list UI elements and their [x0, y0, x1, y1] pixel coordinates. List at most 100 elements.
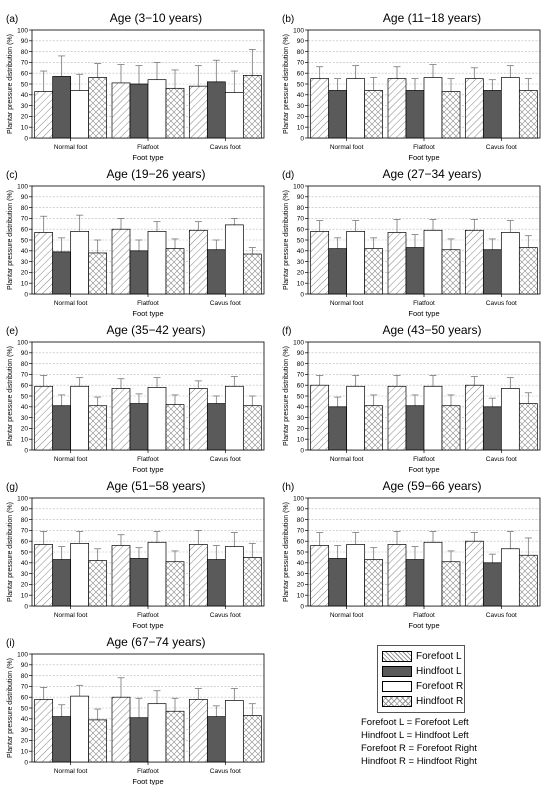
y-tick-label: 60 — [21, 227, 29, 234]
bar-hindfoot-l-normal-foot — [52, 251, 72, 295]
y-tick-label: 30 — [21, 727, 29, 734]
bar-hindfoot-r-flatfoot — [441, 405, 461, 451]
bar-hindfoot-l-cavus-foot — [206, 403, 226, 451]
bar-forefoot-r-normal-foot — [346, 78, 366, 139]
bar-forefoot-l-cavus-foot — [188, 85, 208, 139]
x-axis-label: Foot type — [408, 621, 439, 630]
bar-forefoot-l-normal-foot — [310, 78, 330, 139]
y-tick-label: 10 — [21, 593, 29, 600]
bar-forefoot-r-flatfoot — [147, 231, 167, 295]
y-tick-label: 30 — [21, 259, 29, 266]
panel-label: (h) — [282, 482, 294, 493]
y-axis-label: Plantar pressure distribution (%) — [7, 658, 14, 758]
y-tick-label: 10 — [21, 437, 29, 444]
legend: Forefoot L Hindfoot L Forefoot R Hindfoo… — [377, 645, 465, 713]
bar-forefoot-r-normal-foot — [70, 543, 90, 607]
bar-forefoot-l-flatfoot — [387, 78, 407, 139]
x-tick-label-flatfoot: Flatfoot — [413, 456, 435, 463]
chart-panel: (b) Age (11−18 years) 0 10 20 30 40 50 60 70 80 90 1… — [282, 11, 541, 162]
y-tick-label: 50 — [297, 237, 305, 244]
bar-forefoot-r-flatfoot — [423, 77, 443, 139]
chart-panel: (a) Age (3−10 years) 0 10 20 30 40 50 60 70 80 90 10… — [6, 11, 265, 162]
bar-forefoot-r-normal-foot — [70, 90, 90, 139]
y-tick-label: 70 — [297, 60, 305, 67]
y-tick-label: 20 — [297, 270, 305, 277]
y-tick-label: 100 — [293, 183, 304, 190]
chart-title: Age (27−34 years) — [382, 167, 481, 181]
y-tick-label: 20 — [21, 738, 29, 745]
bar-hindfoot-l-normal-foot — [328, 406, 348, 451]
y-tick-label: 50 — [297, 549, 305, 556]
y-tick-label: 70 — [21, 216, 29, 223]
bar-forefoot-r-cavus-foot — [224, 224, 244, 295]
x-tick-label-normal-foot: Normal foot — [54, 768, 88, 775]
chart-panel: (h) Age (59−66 years) 0 10 20 30 40 50 60 70 80 90 1… — [282, 479, 541, 630]
bar-hindfoot-r-normal-foot — [88, 252, 108, 295]
legend-label: Forefoot R — [416, 681, 464, 692]
y-tick-label: 100 — [293, 495, 304, 502]
bar-hindfoot-l-cavus-foot — [206, 559, 226, 607]
chart-panel: (f) Age (43−50 years) 0 10 20 30 40 50 60 70 80 90 1… — [282, 323, 541, 474]
bar-hindfoot-l-normal-foot — [52, 716, 72, 763]
bar-hindfoot-r-normal-foot — [88, 77, 108, 139]
bar-hindfoot-l-flatfoot — [405, 559, 425, 607]
y-tick-label: 10 — [21, 749, 29, 756]
y-tick-label: 80 — [21, 517, 29, 524]
chart-title: Age (43−50 years) — [382, 323, 481, 337]
y-tick-label: 70 — [21, 684, 29, 691]
y-tick-label: 80 — [21, 673, 29, 680]
y-tick-label: 100 — [17, 183, 28, 190]
x-tick-label-cavus-foot: Cavus foot — [486, 456, 517, 463]
y-tick-label: 90 — [21, 506, 29, 513]
y-tick-label: 90 — [21, 350, 29, 357]
bar-forefoot-r-flatfoot — [147, 387, 167, 451]
x-tick-label-normal-foot: Normal foot — [330, 144, 364, 151]
bar-forefoot-r-cavus-foot — [500, 548, 520, 607]
x-tick-label-cavus-foot: Cavus foot — [486, 144, 517, 151]
y-tick-label: 80 — [21, 49, 29, 56]
bar-hindfoot-r-cavus-foot — [518, 90, 538, 139]
chart-title: Age (11−18 years) — [383, 11, 481, 25]
bar-hindfoot-l-cavus-foot — [206, 716, 226, 763]
y-tick-label: 0 — [300, 447, 304, 454]
x-tick-label-cavus-foot: Cavus foot — [210, 768, 241, 775]
chart-title: Age (51−58 years) — [106, 479, 205, 493]
y-tick-label: 30 — [297, 571, 305, 578]
chart-title: Age (67−74 years) — [106, 635, 205, 649]
bar-hindfoot-l-flatfoot — [129, 250, 149, 295]
y-tick-label: 100 — [293, 27, 304, 34]
bar-hindfoot-l-normal-foot — [52, 76, 72, 139]
y-tick-label: 40 — [21, 248, 29, 255]
bar-forefoot-r-flatfoot — [423, 229, 443, 295]
y-tick-label: 20 — [297, 114, 305, 121]
panel-label: (b) — [282, 14, 294, 25]
legend-item-hindfoot-r: Hindfoot R — [382, 695, 464, 709]
bar-forefoot-l-cavus-foot — [188, 229, 208, 295]
bar-hindfoot-l-flatfoot — [129, 717, 149, 763]
legend-label: Hindfoot L — [416, 666, 462, 677]
y-tick-label: 40 — [297, 404, 305, 411]
y-tick-label: 90 — [21, 662, 29, 669]
bar-hindfoot-l-flatfoot — [129, 83, 149, 139]
y-tick-label: 40 — [297, 560, 305, 567]
bar-forefoot-l-flatfoot — [387, 232, 407, 295]
x-tick-label-flatfoot: Flatfoot — [137, 612, 159, 619]
bar-forefoot-r-cavus-foot — [224, 385, 244, 451]
x-tick-label-cavus-foot: Cavus foot — [210, 300, 241, 307]
bar-forefoot-r-cavus-foot — [224, 92, 244, 139]
bar-hindfoot-r-flatfoot — [165, 87, 185, 139]
y-tick-label: 40 — [297, 248, 305, 255]
bar-forefoot-r-normal-foot — [346, 231, 366, 295]
y-tick-label: 40 — [21, 92, 29, 99]
legend-swatch-white — [382, 681, 412, 692]
x-tick-label-cavus-foot: Cavus foot — [210, 456, 241, 463]
y-tick-label: 70 — [297, 216, 305, 223]
y-tick-label: 0 — [24, 447, 28, 454]
y-tick-label: 70 — [21, 60, 29, 67]
y-tick-label: 70 — [297, 372, 305, 379]
x-axis-label: Foot type — [408, 465, 439, 474]
bar-forefoot-l-flatfoot — [111, 388, 131, 451]
bar-hindfoot-r-flatfoot — [165, 404, 185, 451]
legend-label: Hindfoot R — [416, 696, 464, 707]
y-tick-label: 90 — [297, 38, 305, 45]
